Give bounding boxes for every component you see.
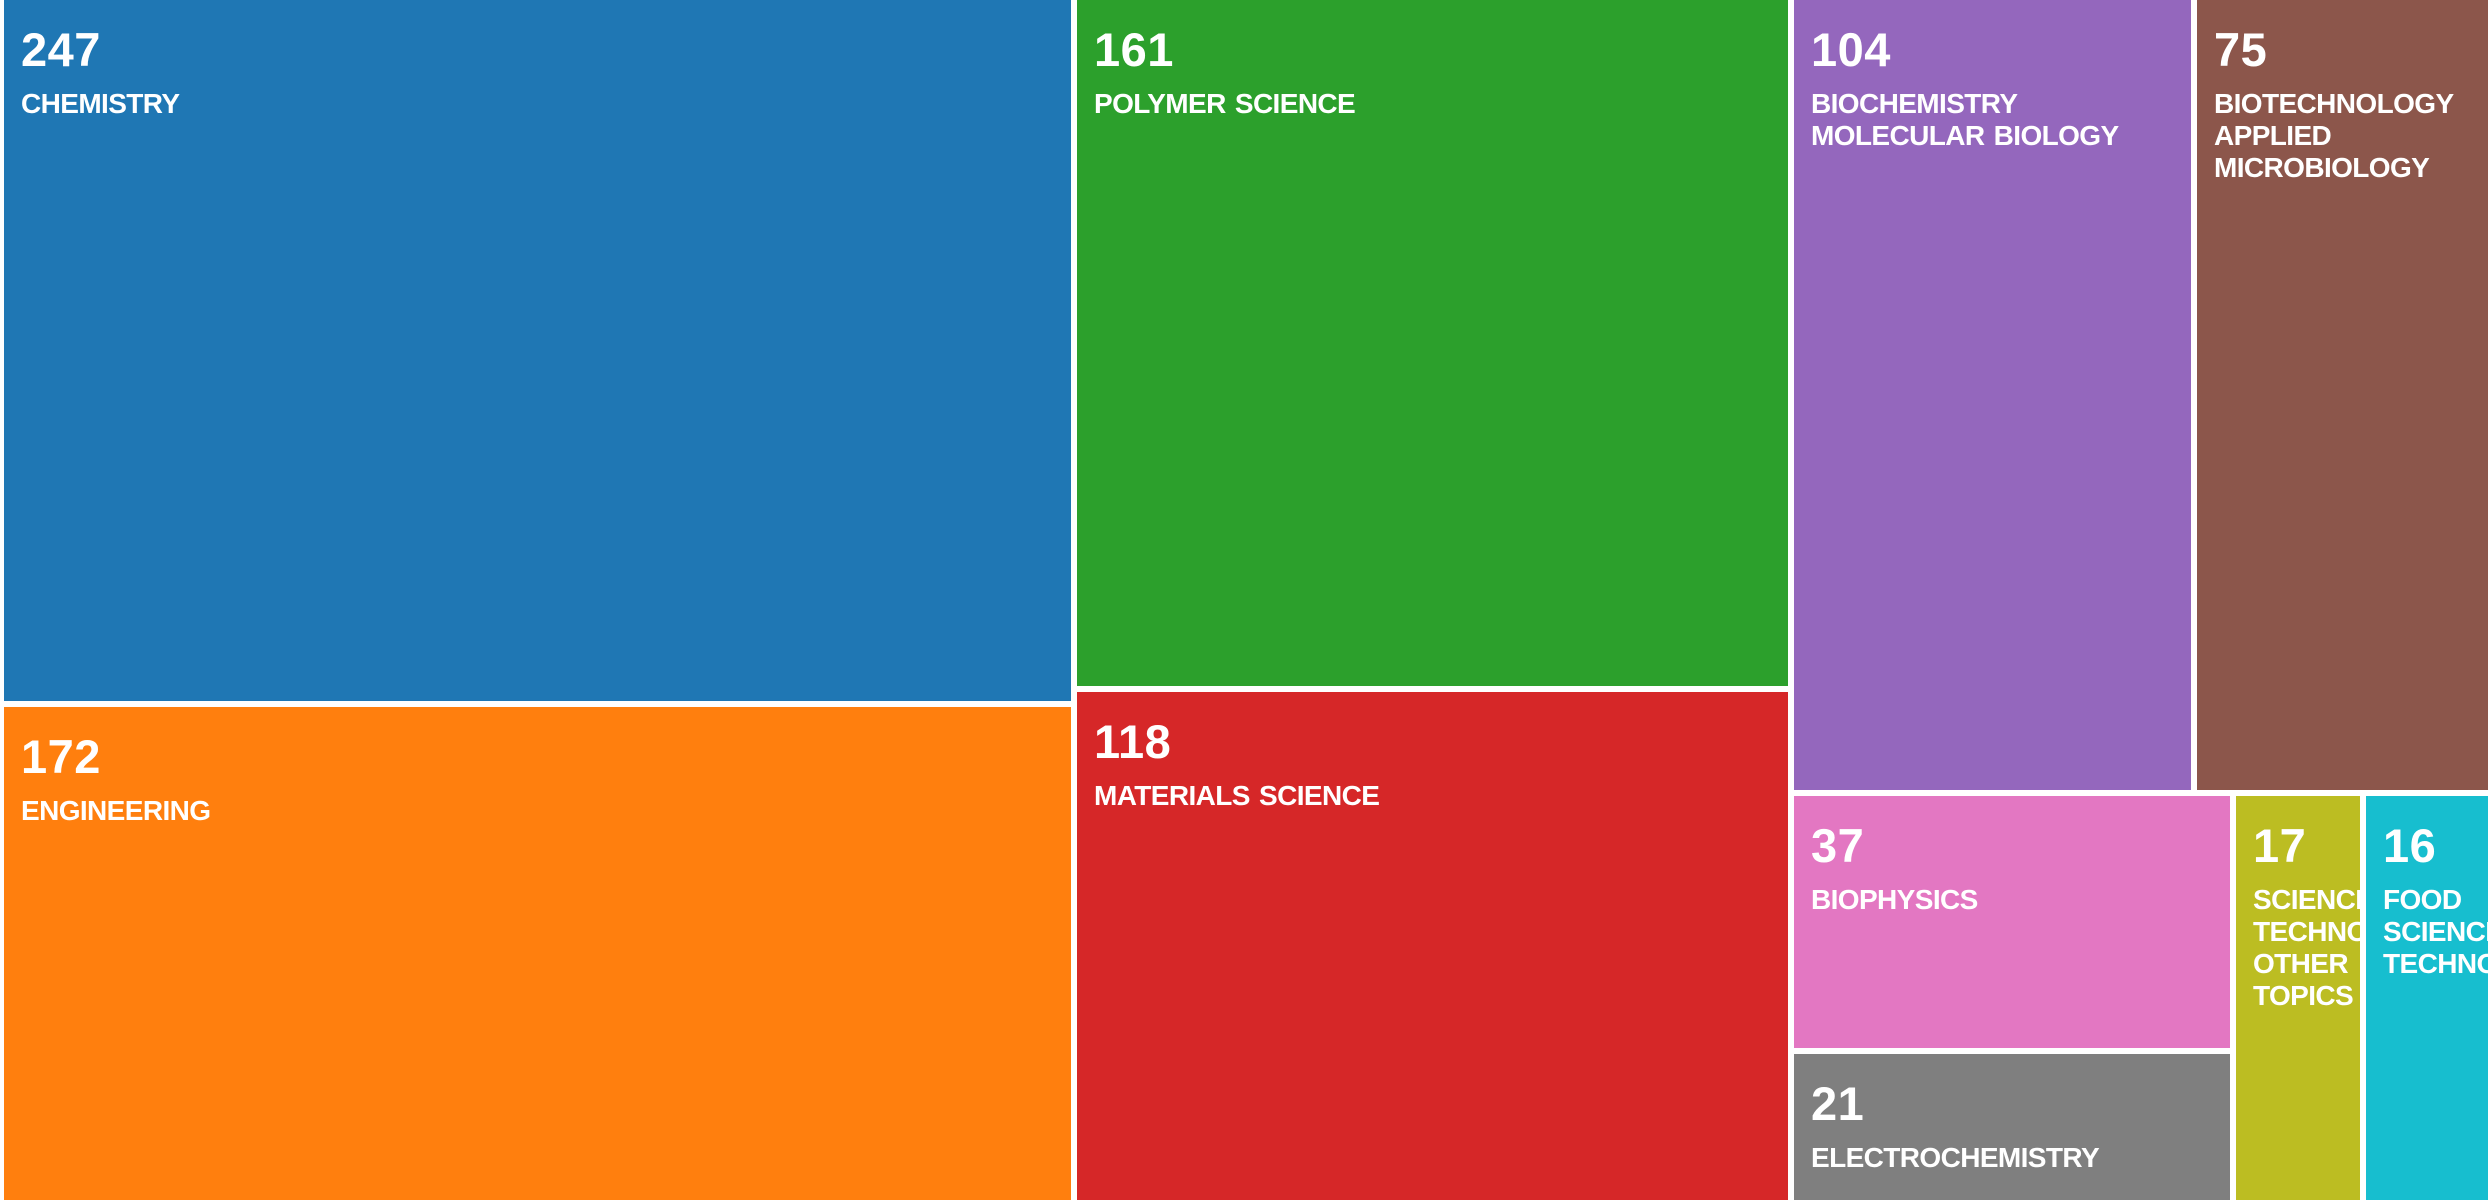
tile-label: POLYMER SCIENCE	[1094, 88, 1356, 119]
tile-value: 37	[1811, 819, 1865, 872]
tile-value: 172	[21, 730, 101, 783]
tile-label: ENGINEERING	[21, 795, 211, 826]
treemap-tile-materials-science: 118 MATERIALS SCIENCE	[1077, 692, 1788, 1200]
tile-label: FOOD SCIENCE TECHNOLOGY	[2383, 884, 2488, 979]
treemap-tile-biophysics: 37 BIOPHYSICS	[1794, 796, 2230, 1048]
tile-label: BIOCHEMISTRY MOLECULAR BIOLOGY	[1811, 88, 2119, 151]
tile-label: BIOPHYSICS	[1811, 884, 1978, 915]
treemap-tile-chemistry: 247 CHEMISTRY	[4, 0, 1071, 701]
tile-value: 161	[1094, 23, 1174, 76]
tile-value: 21	[1811, 1077, 1865, 1130]
tile-value: 104	[1811, 23, 1891, 76]
treemap-tile-electrochemistry: 21 ELECTROCHEMISTRY	[1794, 1054, 2230, 1200]
treemap-tile-biotechnology-applied-microbiology: 75 BIOTECHNOLOGY APPLIED MICROBIOLOGY	[2197, 0, 2488, 790]
treemap-tile-biochemistry-molecular-biology: 104 BIOCHEMISTRY MOLECULAR BIOLOGY	[1794, 0, 2191, 790]
tile-label: MATERIALS SCIENCE	[1094, 780, 1380, 811]
tile-value: 247	[21, 23, 101, 76]
tile-value: 75	[2214, 23, 2268, 76]
treemap-tile-science-technology-other-topics: 17 SCIENCE TECHNOLOGY OTHER TOPICS	[2236, 796, 2360, 1200]
tile-value: 118	[1094, 715, 1172, 768]
treemap-tile-polymer-science: 161 POLYMER SCIENCE	[1077, 0, 1788, 686]
treemap-tile-food-science-technology: 16 FOOD SCIENCE TECHNOLOGY	[2366, 796, 2488, 1200]
treemap-tile-engineering: 172 ENGINEERING	[4, 707, 1071, 1200]
tile-label: BIOTECHNOLOGY APPLIED MICROBIOLOGY	[2214, 88, 2454, 183]
tile-label: SCIENCE TECHNOLOGY OTHER TOPICS	[2253, 884, 2360, 1011]
tile-value: 17	[2253, 819, 2307, 872]
tile-label: CHEMISTRY	[21, 88, 180, 119]
tile-value: 16	[2383, 819, 2437, 872]
tile-label: ELECTROCHEMISTRY	[1811, 1142, 2100, 1173]
